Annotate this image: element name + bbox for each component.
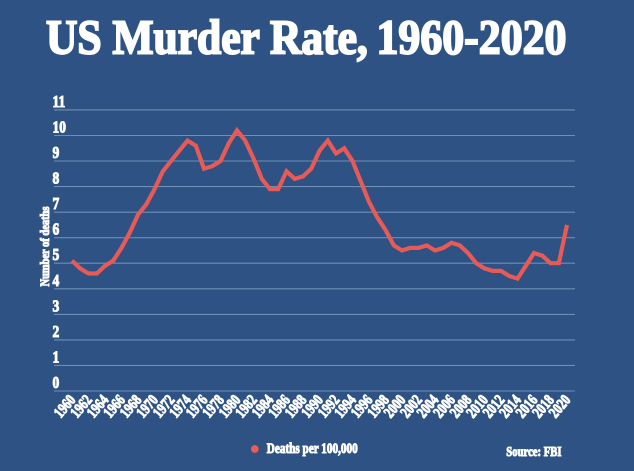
- svg-text:6: 6: [53, 222, 60, 239]
- svg-text:8: 8: [53, 170, 60, 187]
- svg-text:11: 11: [53, 94, 66, 111]
- svg-text:2: 2: [53, 324, 60, 341]
- svg-text:1960-2020: 1960-2020: [377, 11, 567, 65]
- svg-text:US Murder Rate,: US Murder Rate,: [46, 11, 368, 65]
- svg-text:10: 10: [53, 119, 67, 136]
- svg-text:1: 1: [53, 349, 60, 366]
- svg-text:9: 9: [53, 145, 60, 162]
- svg-text:7: 7: [53, 196, 60, 213]
- svg-text:Source: FBI: Source: FBI: [506, 444, 561, 460]
- svg-text:Number of deaths: Number of deaths: [38, 206, 52, 286]
- svg-text:0: 0: [53, 375, 60, 392]
- svg-text:4: 4: [53, 273, 60, 290]
- svg-text:3: 3: [53, 298, 60, 315]
- svg-text:5: 5: [53, 247, 60, 264]
- svg-text:Deaths per 100,000: Deaths per 100,000: [267, 440, 358, 457]
